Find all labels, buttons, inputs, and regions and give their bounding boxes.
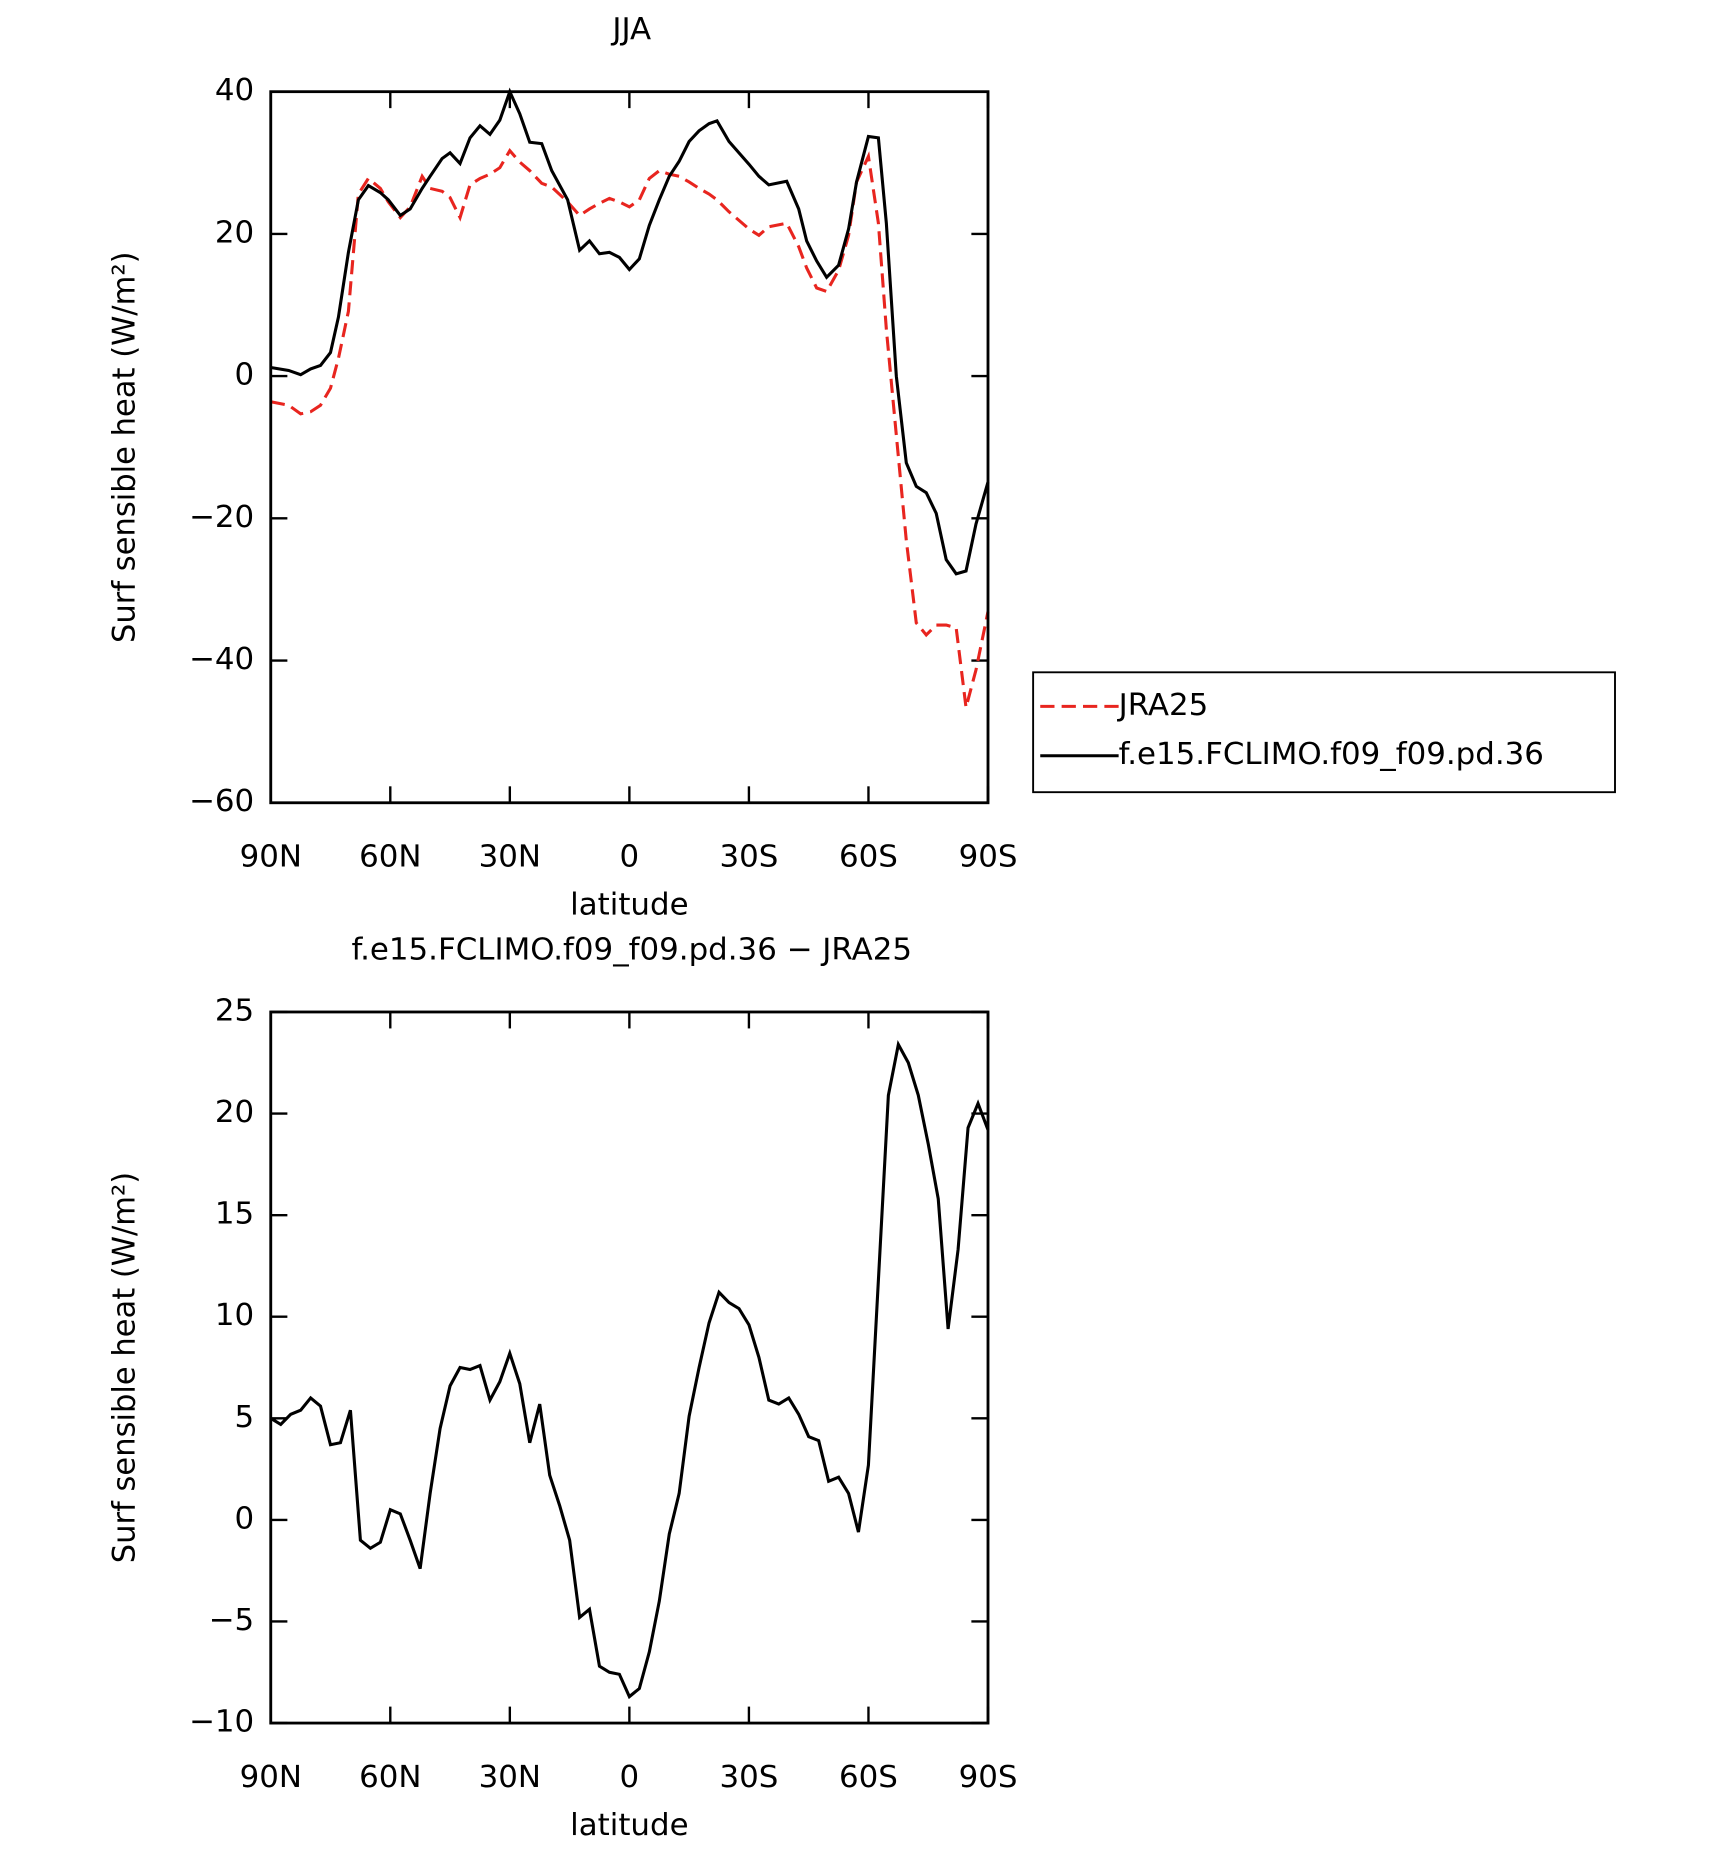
x-tick-label: 90N	[240, 1759, 302, 1795]
y-tick-label: −40	[189, 641, 254, 677]
x-tick-label: 30N	[479, 1759, 541, 1795]
y-tick-label: −20	[189, 499, 254, 535]
y-tick-label: 20	[215, 214, 254, 250]
data-line	[269, 1040, 990, 1700]
x-axis-label: latitude	[570, 887, 688, 923]
y-axis-label: Surf sensible heat (W/m²)	[106, 1172, 142, 1564]
x-tick-label: 90S	[959, 839, 1018, 875]
y-tick-label: 40	[215, 72, 254, 108]
y-tick-label: −10	[189, 1704, 254, 1740]
x-axis-label: latitude	[570, 1807, 688, 1843]
y-tick-label: 0	[234, 357, 254, 393]
x-tick-label: 90N	[240, 839, 302, 875]
x-tick-label: 30S	[719, 1759, 778, 1795]
x-tick-label: 30S	[719, 839, 778, 875]
x-tick-label: 60S	[839, 1759, 898, 1795]
chart-title: f.e15.FCLIMO.f09_f09.pd.36 − JRA25	[352, 931, 912, 967]
data-line	[270, 148, 990, 708]
y-axis-label: Surf sensible heat (W/m²)	[106, 251, 142, 643]
y-tick-label: 10	[215, 1297, 254, 1333]
y-tick-label: 20	[215, 1094, 254, 1130]
chart-title: JJA	[610, 11, 651, 47]
y-tick-label: 5	[234, 1399, 254, 1435]
legend-label: f.e15.FCLIMO.f09_f09.pd.36	[1119, 736, 1544, 772]
legend-box	[1032, 671, 1616, 794]
x-tick-label: 60S	[839, 839, 898, 875]
x-tick-label: 0	[620, 1759, 640, 1795]
x-tick-label: 60N	[359, 1759, 421, 1795]
y-tick-label: −60	[189, 783, 254, 819]
y-tick-label: −5	[209, 1602, 254, 1638]
y-tick-label: 0	[234, 1500, 254, 1536]
plot-frame	[269, 90, 990, 805]
data-line	[270, 87, 990, 576]
plot-frame	[269, 1010, 990, 1725]
x-tick-label: 60N	[359, 839, 421, 875]
legend-label: JRA25	[1117, 687, 1209, 723]
y-tick-label: 25	[215, 993, 254, 1029]
x-tick-label: 90S	[959, 1759, 1018, 1795]
y-tick-label: 15	[215, 1196, 254, 1232]
x-tick-label: 30N	[479, 839, 541, 875]
x-tick-label: 0	[620, 839, 640, 875]
